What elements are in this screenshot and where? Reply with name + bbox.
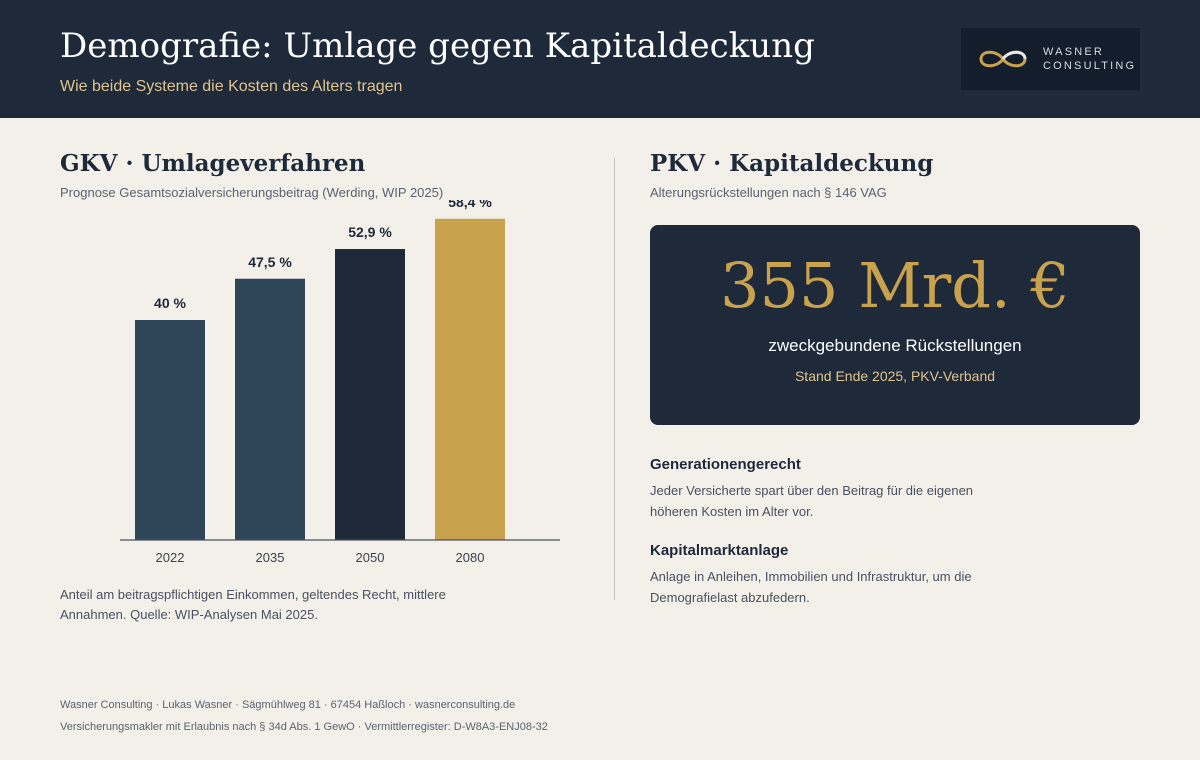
gkv-section-subtitle: Prognose Gesamtsozialversicherungsbeitra… (60, 185, 444, 200)
kpi-card: 355 Mrd. € zweckgebundene Rückstellungen… (650, 225, 1140, 425)
section-divider (614, 158, 615, 600)
gkv-bar-chart: 40 % 2022 47,5 % 2035 52,9 % 2050 58,4 % 2080 (120, 200, 560, 565)
bar-2080 (435, 218, 505, 541)
x-tick-label-2035: 2035 (256, 550, 285, 565)
logo-line-2: CONSULTING (1043, 60, 1137, 72)
gkv-section-title: GKV · Umlageverfahren (60, 150, 366, 177)
pkv-section-subtitle: Alterungsrückstellungen nach § 146 VAG (650, 185, 887, 200)
bar-value-label-2022: 40 % (154, 295, 186, 311)
kpi-value: 355 Mrd. € (720, 249, 1070, 322)
page-title: Demografie: Umlage gegen Kapitaldeckung (60, 26, 815, 66)
bar-2022 (135, 320, 205, 540)
bar-2050 (335, 249, 405, 541)
bar-value-label-2050: 52,9 % (348, 224, 392, 240)
bar-2035 (235, 278, 305, 540)
header-bar: Demografie: Umlage gegen Kapitaldeckung … (0, 0, 1200, 118)
bar-value-label-2080: 58,4 % (448, 200, 492, 210)
infinity-logo-icon (979, 50, 1027, 68)
point-title-generationengerecht: Generationengerecht (650, 456, 801, 473)
logo-text: WASNER CONSULTING (1043, 45, 1136, 73)
bar-value-label-2035: 47,5 % (248, 254, 292, 270)
point-title-kapitalmarktanlage: Kapitalmarktanlage (650, 542, 789, 559)
x-tick-label-2080: 2080 (456, 550, 485, 565)
footer-legal: Versicherungsmakler mit Erlaubnis nach §… (60, 721, 548, 733)
chart-source-note: Anteil am beitragspflichtigen Einkommen,… (60, 587, 446, 622)
kpi-note: Stand Ende 2025, PKV-Verband (794, 368, 996, 384)
company-logo: WASNER CONSULTING (961, 28, 1140, 90)
point-text-kapitalmarktanlage: Anlage in Anleihen, Immobilien und Infra… (650, 569, 972, 605)
x-tick-label-2050: 2050 (356, 550, 385, 565)
footer-address: Wasner Consulting · Lukas Wasner · Sägmü… (60, 699, 516, 711)
point-text-generationengerecht: Jeder Versicherte spart über den Beitrag… (650, 483, 974, 519)
pkv-section-title: PKV · Kapitaldeckung (650, 150, 934, 177)
logo-line-1: WASNER (1043, 46, 1105, 58)
x-tick-label-2022: 2022 (156, 550, 185, 565)
kpi-label: zweckgebundene Rückstellungen (768, 336, 1022, 355)
page-subtitle: Wie beide Systeme die Kosten des Alters … (60, 78, 403, 95)
